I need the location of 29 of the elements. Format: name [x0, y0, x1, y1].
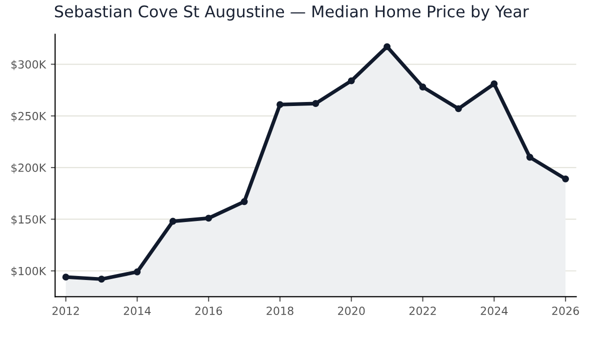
- y-tick-label: $250K: [11, 112, 46, 122]
- point: [240, 198, 248, 206]
- x-tick-label: 2026: [552, 306, 579, 316]
- x-tick-label: 2012: [52, 306, 79, 316]
- point: [348, 77, 355, 84]
- y-tick-label: $300K: [11, 60, 46, 70]
- point: [419, 84, 426, 90]
- y-tick-label: $100K: [11, 266, 46, 277]
- point: [276, 101, 284, 108]
- x-tick-label: 2016: [195, 306, 222, 316]
- point: [205, 214, 212, 222]
- x-tick-label: 2020: [338, 306, 365, 316]
- point: [526, 154, 534, 161]
- x-tick-label: 2024: [480, 306, 508, 316]
- point: [312, 100, 320, 107]
- x-tick-label: 2018: [266, 306, 294, 316]
- point: [169, 218, 176, 225]
- point: [562, 175, 569, 182]
- chart-title: Sebastian Cove St Augustine — Median Home Price by Year: [54, 5, 529, 21]
- point: [490, 80, 498, 88]
- point: [98, 276, 105, 283]
- point: [384, 43, 391, 50]
- point: [134, 268, 141, 276]
- x-tick-label: 2014: [124, 306, 151, 316]
- x-tick-label: 2022: [409, 306, 436, 316]
- y-tick-label: $150K: [11, 214, 46, 226]
- y-tick-label: $200K: [11, 163, 46, 174]
- point: [454, 105, 462, 112]
- point: [62, 274, 70, 281]
